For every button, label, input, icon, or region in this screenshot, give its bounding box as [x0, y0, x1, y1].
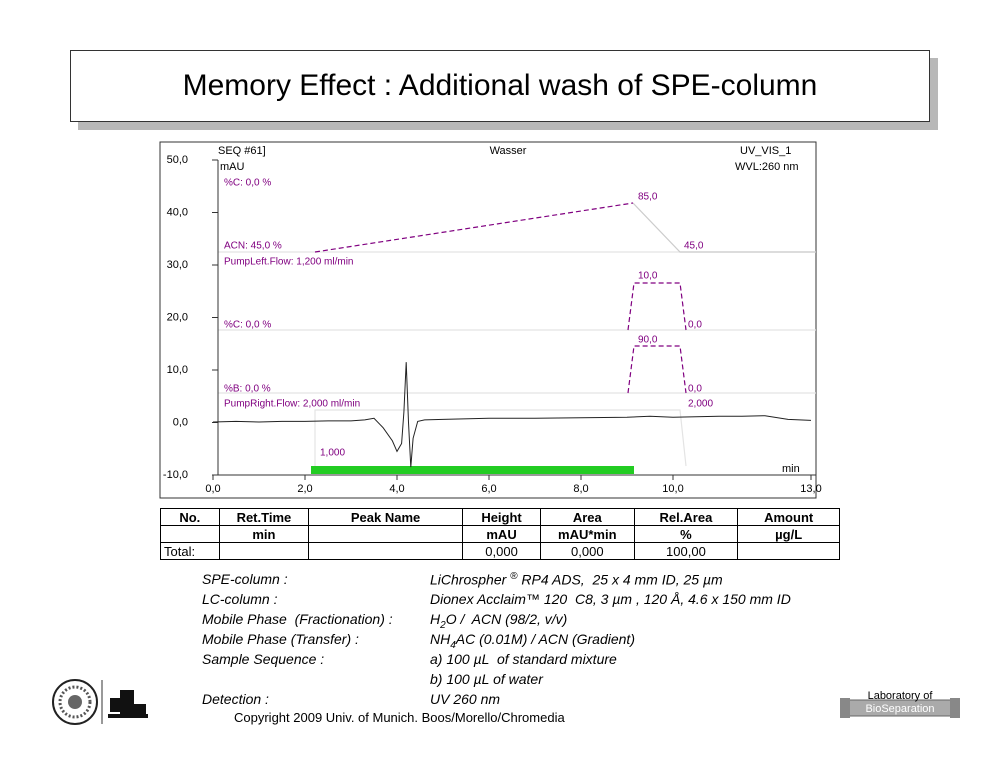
- info-value: NH4AC (0.01M) / ACN (Gradient): [430, 631, 635, 651]
- annotation: 85,0: [638, 192, 658, 203]
- x-tick-label: 8,0: [573, 483, 588, 495]
- y-tick-label: -10,0: [163, 469, 188, 481]
- table-cell: Peak Name: [308, 508, 464, 526]
- annotation: %B: 0,0 %: [224, 384, 271, 395]
- table-cell: No.: [160, 508, 220, 526]
- table-cell: µg/L: [737, 525, 840, 543]
- info-text: UV 260 nm: [430, 691, 501, 707]
- header-text: UV_VIS_1: [740, 145, 791, 157]
- table-cell: [308, 525, 464, 543]
- table-row: Total: 0,000 0,000 100,00: [160, 542, 840, 560]
- table-cell: Total:: [160, 542, 220, 560]
- annotation: 0,0: [688, 384, 702, 395]
- annotation: 2,000: [688, 399, 713, 410]
- table-cell: Rel.Area: [633, 508, 739, 526]
- header-text: WVL:260 nm: [735, 161, 799, 173]
- table-cell: 0,000: [462, 542, 542, 560]
- table-row: No. Ret.Time Peak Name Height Area Rel.Area Am…: [160, 508, 840, 526]
- info-text: a) 100 µL of standard mixture: [430, 651, 617, 667]
- info-text: O / ACN (98/2, v/v): [445, 611, 568, 627]
- results-table: No. Ret.Time Peak Name Height Area Rel.Area Am…: [160, 508, 840, 560]
- annotation: 1,000: [320, 448, 345, 459]
- logo-right: Laboratory of BioSeparation: [840, 690, 960, 718]
- annotation: 0,0: [688, 320, 702, 331]
- x-label: min: [782, 463, 800, 475]
- annotation: 45,0: [684, 241, 704, 252]
- logo-left: [52, 679, 148, 725]
- table-cell: Ret.Time: [218, 508, 310, 526]
- annotation: 10,0: [638, 271, 658, 282]
- annotation: PumpRight.Flow: 2,000 ml/min: [224, 399, 360, 410]
- info-label: SPE-column :: [202, 571, 288, 587]
- title: Memory Effect : Additional wash of SPE-c…: [182, 69, 818, 102]
- info-text: H: [430, 611, 441, 627]
- info-value: Dionex Acclaim™ 120 C8, 3 µm , 120 Å, 4.…: [430, 591, 791, 607]
- x-tick-label: 4,0: [389, 483, 404, 495]
- copyright: Copyright 2009 Univ. of Munich. Boos/Mor…: [234, 710, 565, 725]
- table-cell: mAU*min: [540, 525, 635, 543]
- x-tick-label: 13,0: [800, 483, 821, 495]
- info-text: NH: [430, 631, 451, 647]
- y-tick-label: 10,0: [167, 364, 188, 376]
- table-cell: %: [633, 525, 739, 543]
- table-cell: mAU: [462, 525, 542, 543]
- table-cell: 100,00: [633, 542, 739, 560]
- x-tick-label: 2,0: [297, 483, 312, 495]
- info-text: Dionex Acclaim™ 120 C8, 3 µm , 120 Å, 4.…: [430, 591, 791, 607]
- y-tick-label: 50,0: [167, 154, 188, 166]
- table-cell: Amount: [737, 508, 840, 526]
- annotations: %C: 0,0 % 85,0 ACN: 45,0 % 45,0 PumpLeft…: [224, 178, 713, 459]
- info-text: RP4 ADS, 25 x 4 mm ID, 25 µm: [517, 571, 723, 588]
- fraction-bar: [311, 466, 634, 474]
- annotation: %C: 0,0 %: [224, 178, 271, 189]
- chart-frame: [159, 141, 817, 499]
- info-label: Detection :: [202, 691, 269, 707]
- annotation: 90,0: [638, 335, 658, 346]
- y-tick-label: 0,0: [173, 416, 188, 428]
- info-text: 4: [450, 639, 456, 651]
- info-value: a) 100 µL of standard mixture: [430, 651, 617, 667]
- chart: SEQ #61] Wasser UV_VIS_1 mAU WVL:260 nm …: [159, 141, 822, 499]
- gradient-lines: [218, 202, 816, 467]
- table-cell: [160, 525, 220, 543]
- info-text: AC (0.01M) / ACN (Gradient): [455, 631, 635, 647]
- table-cell: Height: [462, 508, 542, 526]
- info-text: 2: [440, 619, 446, 631]
- header-text: Wasser: [490, 145, 527, 157]
- info-value: b) 100 µL of water: [430, 671, 543, 687]
- x-tick-label: 0,0: [205, 483, 220, 495]
- y-tick-label: 30,0: [167, 259, 188, 271]
- x-tick-label: 6,0: [481, 483, 496, 495]
- logo-text: Laboratory of: [868, 690, 934, 702]
- table-cell: [218, 542, 310, 560]
- annotation: PumpLeft.Flow: 1,200 ml/min: [224, 257, 354, 268]
- table-cell: [737, 542, 840, 560]
- title-box: Memory Effect : Additional wash of SPE-c…: [70, 50, 930, 122]
- header-text: SEQ #61]: [218, 145, 266, 157]
- info-value: UV 260 nm: [430, 691, 500, 707]
- trace: [212, 362, 812, 468]
- info-label: Mobile Phase (Fractionation) :: [202, 611, 393, 627]
- y-unit: mAU: [220, 161, 245, 173]
- info-label: Sample Sequence :: [202, 651, 325, 667]
- table-row: min mAU mAU*min% µg/L: [160, 525, 840, 543]
- annotation: ACN: 45,0 %: [224, 241, 282, 252]
- info-value: H2O / ACN (98/2, v/v): [430, 611, 567, 631]
- x-tick-label: 10,0: [662, 483, 683, 495]
- info-text: b) 100 µL of water: [430, 671, 543, 687]
- annotation: %C: 0,0 %: [224, 320, 271, 331]
- info-label: Mobile Phase (Transfer) :: [202, 631, 359, 647]
- table-cell: min: [218, 525, 310, 543]
- table-cell: [308, 542, 464, 560]
- y-tick-label: 40,0: [167, 206, 188, 218]
- table-cell: Area: [540, 508, 635, 526]
- info-value: LiChrospher ® RP4 ADS, 25 x 4 mm ID, 25 …: [430, 571, 723, 588]
- info-text: LiChrospher: [430, 571, 511, 588]
- logo-text: BioSeparation: [865, 703, 934, 715]
- y-tick-label: 20,0: [167, 311, 188, 323]
- table-cell: 0,000: [540, 542, 635, 560]
- info-text: ®: [510, 571, 518, 582]
- info-label: LC-column :: [202, 591, 278, 607]
